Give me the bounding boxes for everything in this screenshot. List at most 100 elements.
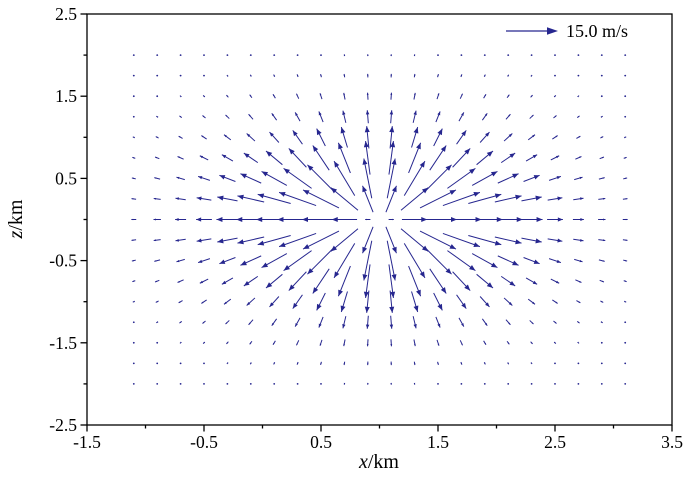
vector-arrow-shaft: [302, 189, 340, 209]
y-axis-label: z/km: [5, 199, 27, 239]
vector-arrow-shaft: [363, 158, 373, 199]
vector-arrow-head: [295, 323, 298, 327]
vector-arrow-shaft: [278, 232, 317, 248]
vector-dot: [624, 74, 627, 77]
vector-arrow-head: [154, 177, 157, 179]
vector-arrow-head: [367, 382, 369, 385]
vector-arrow-head: [177, 280, 180, 283]
vector-arrow-head: [391, 185, 397, 193]
vector-arrow-head: [297, 362, 299, 365]
y-tick-label: -2.5: [49, 415, 77, 435]
vector-arrow-head: [363, 291, 369, 298]
vector-arrow-head: [243, 280, 250, 286]
vector-dot: [530, 54, 533, 56]
vector-dot: [577, 362, 580, 365]
vector-arrow-head: [485, 302, 490, 307]
vector-arrow-head: [555, 135, 558, 138]
vector-dot: [624, 115, 627, 118]
vector-arrow-head: [153, 218, 156, 221]
vector-arrow-head: [461, 93, 463, 96]
x-tick-label: 1.5: [427, 432, 449, 452]
vector-dot: [249, 383, 252, 385]
vector-dot: [624, 362, 627, 365]
vector-arrow-head: [318, 111, 322, 116]
vector-arrow-head: [364, 126, 370, 133]
vector-arrow-head: [449, 244, 456, 250]
vector-dot: [577, 74, 580, 77]
vector-arrow-head: [556, 176, 561, 180]
vector-arrow-head: [316, 128, 322, 136]
vector-arrow-head: [533, 175, 540, 180]
vector-arrow-head: [601, 136, 604, 139]
vector-arrow-head: [296, 93, 298, 96]
vector-arrow-head: [440, 287, 447, 294]
vector-arrow-head: [177, 156, 180, 159]
x-axis-label: x/km: [358, 451, 399, 473]
vector-dot: [600, 74, 603, 77]
vector-arrow-head: [257, 240, 265, 246]
vector-arrow-head: [342, 324, 346, 329]
vector-arrow-head: [437, 128, 443, 136]
vector-arrow-head: [265, 282, 273, 288]
vector-dot: [600, 95, 603, 98]
vector-dot: [156, 54, 159, 56]
vector-arrow-head: [273, 362, 276, 365]
vector-arrow-head: [175, 197, 179, 201]
y-tick-label: -0.5: [49, 251, 77, 271]
vector-arrow-head: [484, 94, 486, 97]
vector-arrow-shaft: [424, 246, 452, 275]
vector-arrow-head: [473, 242, 480, 248]
vector-arrow-head: [469, 265, 476, 271]
vector-arrow-head: [469, 168, 476, 174]
vector-arrow-head: [131, 198, 134, 200]
vector-arrow-head: [319, 93, 322, 96]
vector-arrow-head: [437, 303, 443, 311]
y-tick-label: 0.5: [55, 168, 77, 188]
vector-dot: [156, 74, 159, 77]
vector-arrow-head: [507, 362, 509, 365]
vector-arrow-head: [602, 260, 605, 262]
vector-arrow-head: [440, 145, 447, 152]
vector-arrow-head: [484, 322, 488, 326]
vector-dot: [132, 341, 135, 344]
x-tick-label: 0.5: [310, 432, 332, 452]
vector-arrow-head: [273, 342, 275, 345]
vector-dot: [437, 54, 439, 56]
vector-arrow-head: [343, 54, 346, 57]
vector-arrow-head: [445, 268, 452, 275]
vector-arrow-head: [413, 73, 416, 76]
vector-arrow-head: [273, 94, 275, 97]
vector-arrow-head: [279, 242, 286, 248]
vector-arrow-head: [602, 197, 606, 200]
vector-arrow-head: [507, 74, 509, 77]
y-tick-label: 1.5: [55, 86, 77, 106]
x-tick-label: -1.5: [73, 432, 101, 452]
vector-arrow-head: [535, 195, 542, 201]
vector-arrow-shaft: [419, 189, 457, 209]
vector-dot: [320, 383, 322, 385]
vector-dot: [624, 321, 627, 324]
vector-arrow-head: [366, 92, 369, 96]
vector-arrow-head: [301, 216, 308, 223]
vector-arrow-head: [512, 260, 519, 266]
x-tick-label: 3.5: [661, 432, 683, 452]
vector-arrow-head: [179, 115, 182, 118]
vector-arrow-head: [494, 193, 502, 199]
vector-arrow-head: [473, 191, 480, 197]
vector-arrow-head: [392, 218, 394, 221]
vector-arrow-head: [249, 342, 252, 345]
vector-arrow-head: [577, 321, 580, 324]
vector-dot: [600, 362, 603, 365]
vector-arrow-head: [318, 323, 322, 328]
vector-dot: [624, 54, 627, 56]
vector-arrow-head: [283, 168, 290, 174]
vector-arrow-head: [413, 343, 416, 347]
vector-arrow-head: [248, 322, 251, 325]
vector-arrow-head: [340, 305, 346, 312]
vector-arrow-head: [625, 259, 628, 262]
vector-arrow-head: [580, 197, 584, 201]
vector-arrow-head: [338, 142, 343, 150]
vector-arrow-head: [389, 306, 395, 313]
vector-arrow-head: [273, 74, 276, 77]
